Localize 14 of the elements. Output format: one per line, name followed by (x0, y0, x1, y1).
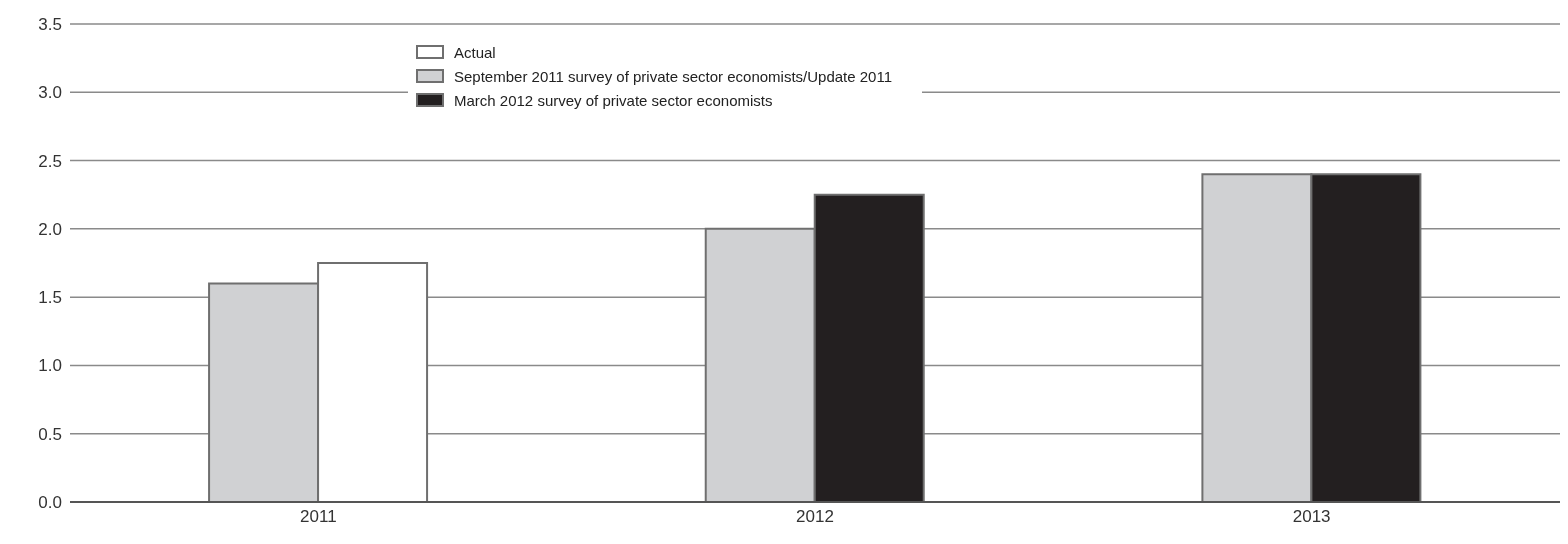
x-tick-label: 2012 (796, 507, 834, 527)
legend-label: March 2012 survey of private sector economists (454, 91, 773, 109)
y-tick-label: 2.0 (38, 219, 62, 239)
x-tick-label: 2013 (1292, 507, 1331, 527)
y-tick-label: 3.5 (38, 15, 62, 35)
y-tick-label: 1.0 (38, 356, 62, 376)
y-tick-label: 3.0 (38, 83, 62, 103)
legend-label: September 2011 survey of private sector economists/Update 2011 (454, 67, 893, 85)
y-tick-label: 2.5 (38, 151, 62, 171)
y-tick-label: 1.5 (38, 288, 62, 308)
legend-label: Actual (454, 43, 496, 61)
y-tick-label: 0.5 (38, 424, 62, 444)
y-tick-label: 0.0 (38, 493, 62, 513)
x-tick-label: 2011 (300, 507, 337, 527)
